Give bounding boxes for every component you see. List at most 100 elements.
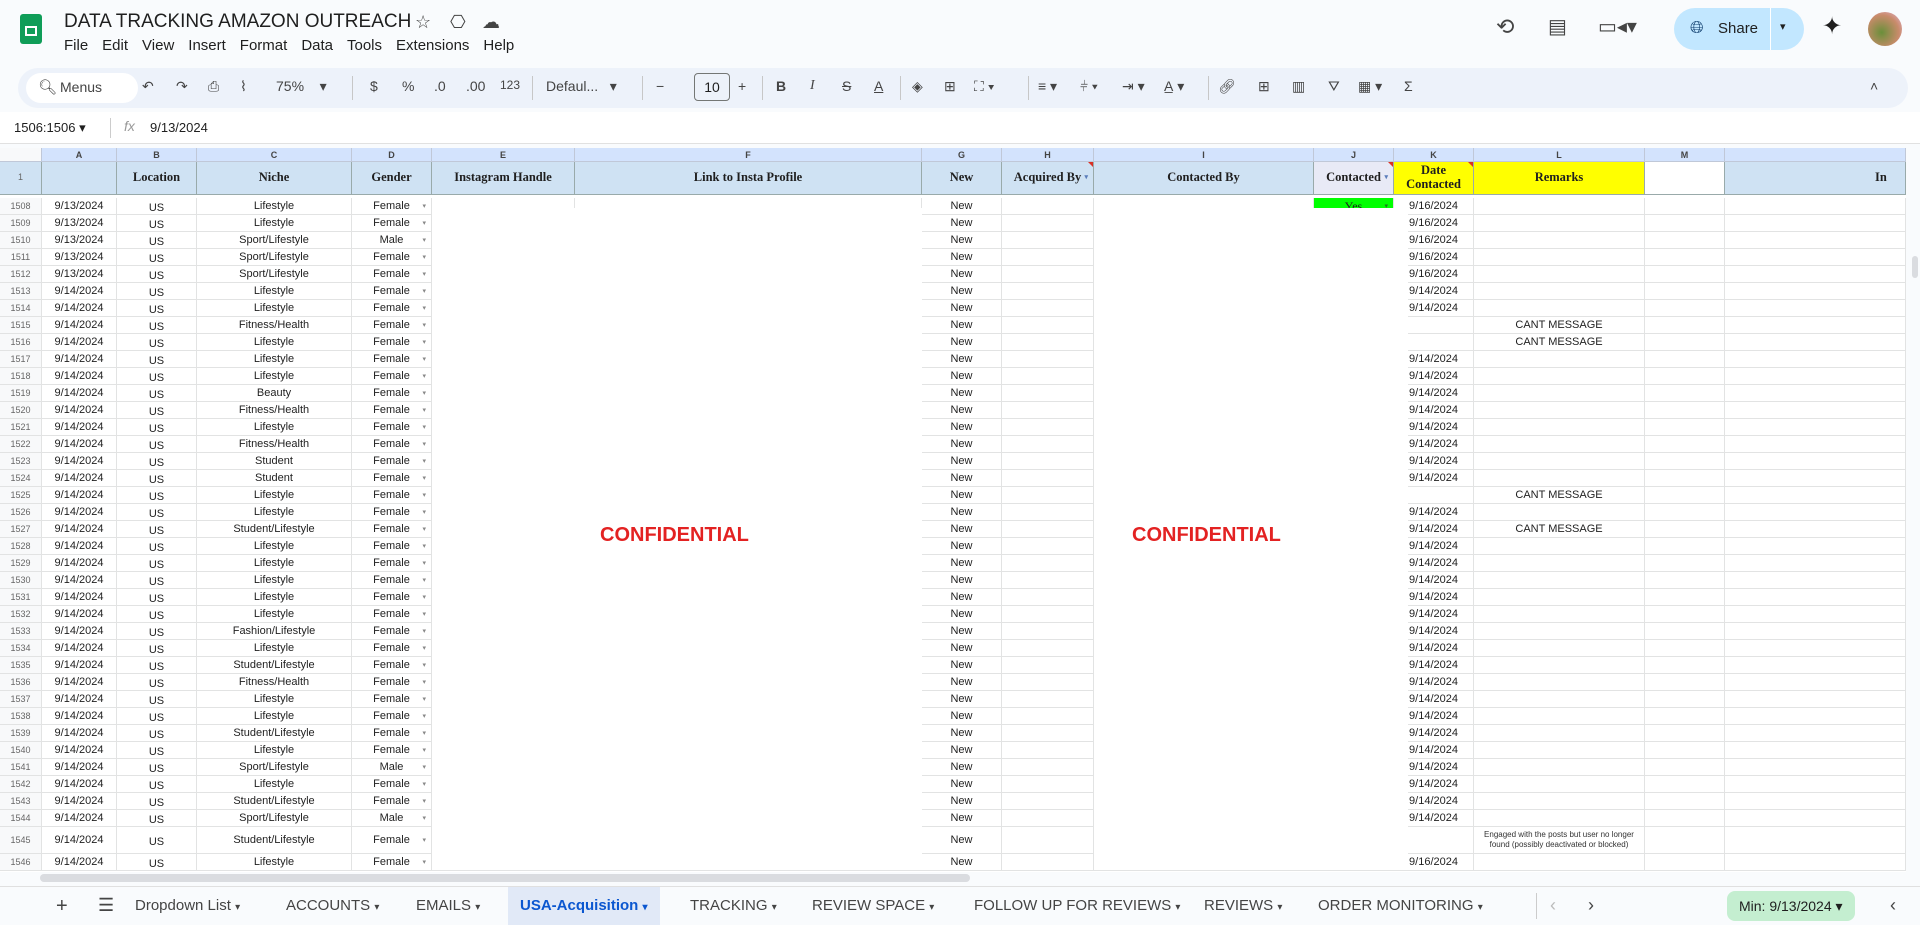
gender-cell[interactable]: Female ▾: [352, 215, 432, 232]
remarks-cell[interactable]: [1474, 504, 1645, 521]
dropdown-chevron-icon[interactable]: ▾: [422, 339, 426, 346]
new-cell[interactable]: New: [922, 419, 1002, 436]
date-contacted-cell[interactable]: 9/14/2024: [1394, 640, 1474, 657]
select-all[interactable]: [0, 148, 42, 162]
cell[interactable]: [1645, 334, 1725, 351]
tab-review-space[interactable]: REVIEW SPACE ▾: [800, 887, 946, 925]
menu-format[interactable]: Format: [239, 37, 288, 54]
acquired-by-cell[interactable]: [1002, 504, 1094, 521]
dropdown-chevron-icon[interactable]: ▾: [422, 730, 426, 737]
remarks-cell[interactable]: [1474, 776, 1645, 793]
column-header[interactable]: L: [1474, 148, 1645, 162]
date-cell[interactable]: 9/13/2024: [42, 266, 117, 283]
borders-icon[interactable]: ⊞: [944, 78, 956, 94]
location-cell[interactable]: US: [117, 249, 197, 266]
fill-color-icon[interactable]: ◈: [912, 78, 923, 94]
tab-menu-icon[interactable]: ▾: [1477, 902, 1483, 913]
cloud-status-icon[interactable]: ☁: [482, 12, 500, 32]
remarks-cell[interactable]: [1474, 572, 1645, 589]
gender-cell[interactable]: Female ▾: [352, 640, 432, 657]
new-cell[interactable]: New: [922, 436, 1002, 453]
location-cell[interactable]: US: [117, 854, 197, 871]
cell[interactable]: [1645, 810, 1725, 827]
text-wrap-icon[interactable]: ⇥ ▾: [1122, 78, 1145, 94]
row-number[interactable]: 1529: [0, 555, 42, 572]
header-cell[interactable]: Location: [117, 162, 197, 195]
filter-views-icon[interactable]: ▦ ▾: [1358, 78, 1383, 94]
date-cell[interactable]: 9/14/2024: [42, 759, 117, 776]
date-contacted-cell[interactable]: 9/14/2024: [1394, 793, 1474, 810]
new-cell[interactable]: New: [922, 334, 1002, 351]
cell[interactable]: [1725, 283, 1906, 300]
date-cell[interactable]: 9/14/2024: [42, 436, 117, 453]
increase-decimal-button[interactable]: .00: [466, 78, 486, 94]
dropdown-chevron-icon[interactable]: ▾: [422, 254, 426, 261]
date-cell[interactable]: 9/14/2024: [42, 385, 117, 402]
tab-menu-icon[interactable]: ▾: [475, 902, 481, 913]
date-cell[interactable]: 9/14/2024: [42, 810, 117, 827]
dropdown-chevron-icon[interactable]: ▾: [422, 577, 426, 584]
increase-font-size-button[interactable]: +: [738, 78, 747, 94]
dropdown-chevron-icon[interactable]: ▾: [422, 611, 426, 618]
spreadsheet-grid[interactable]: A B C D E F G H I J K L M 1 Location Niche Gender Instagr…: [0, 148, 1906, 872]
cell[interactable]: [1645, 317, 1725, 334]
gender-cell[interactable]: Female ▾: [352, 317, 432, 334]
column-header[interactable]: D: [352, 148, 432, 162]
acquired-by-cell[interactable]: [1002, 198, 1094, 215]
new-cell[interactable]: New: [922, 793, 1002, 810]
dropdown-chevron-icon[interactable]: ▾: [422, 322, 426, 329]
cell[interactable]: [1725, 538, 1906, 555]
gender-cell[interactable]: Female ▾: [352, 538, 432, 555]
date-cell[interactable]: 9/14/2024: [42, 572, 117, 589]
vertical-scrollbar[interactable]: [1912, 256, 1918, 278]
tab-follow-up-for-reviews[interactable]: FOLLOW UP FOR REVIEWS ▾: [962, 887, 1192, 925]
location-cell[interactable]: US: [117, 657, 197, 674]
header-cell[interactable]: In: [1725, 162, 1906, 195]
remarks-cell[interactable]: [1474, 606, 1645, 623]
remarks-cell[interactable]: [1474, 589, 1645, 606]
cell[interactable]: [1645, 640, 1725, 657]
filter-icon[interactable]: ⛛: [1328, 78, 1340, 94]
date-contacted-cell[interactable]: [1394, 827, 1474, 854]
more-formats-button[interactable]: 123: [500, 78, 521, 92]
menu-insert[interactable]: Insert: [188, 37, 226, 54]
meet-icon[interactable]: ▭◂▾: [1598, 16, 1637, 38]
date-cell[interactable]: 9/14/2024: [42, 419, 117, 436]
date-contacted-cell[interactable]: [1394, 334, 1474, 351]
zoom-select[interactable]: 75% ▾: [276, 78, 327, 94]
date-contacted-cell[interactable]: 9/14/2024: [1394, 657, 1474, 674]
date-contacted-cell[interactable]: 9/16/2024: [1394, 198, 1474, 215]
remarks-cell[interactable]: [1474, 300, 1645, 317]
niche-cell[interactable]: Lifestyle: [197, 572, 352, 589]
remarks-cell[interactable]: [1474, 854, 1645, 871]
niche-cell[interactable]: Student/Lifestyle: [197, 521, 352, 538]
gender-cell[interactable]: Female ▾: [352, 657, 432, 674]
row-number[interactable]: 1513: [0, 283, 42, 300]
gender-cell[interactable]: Female ▾: [352, 283, 432, 300]
row-number[interactable]: 1514: [0, 300, 42, 317]
dropdown-chevron-icon[interactable]: ▾: [422, 407, 426, 414]
date-contacted-cell[interactable]: 9/14/2024: [1394, 691, 1474, 708]
gender-cell[interactable]: Female ▾: [352, 854, 432, 871]
acquired-by-cell[interactable]: [1002, 606, 1094, 623]
dropdown-chevron-icon[interactable]: ▾: [1384, 202, 1388, 210]
font-size-input[interactable]: 10: [694, 73, 730, 101]
remarks-cell[interactable]: [1474, 555, 1645, 572]
row-number[interactable]: 1516: [0, 334, 42, 351]
horizontal-scrollbar[interactable]: [40, 874, 970, 882]
row-number[interactable]: 1518: [0, 368, 42, 385]
column-header[interactable]: K: [1394, 148, 1474, 162]
date-contacted-cell[interactable]: 9/14/2024: [1394, 572, 1474, 589]
cell[interactable]: [1645, 453, 1725, 470]
row-number[interactable]: 1542: [0, 776, 42, 793]
new-cell[interactable]: New: [922, 623, 1002, 640]
location-cell[interactable]: US: [117, 334, 197, 351]
cell[interactable]: [1645, 742, 1725, 759]
date-cell[interactable]: 9/14/2024: [42, 470, 117, 487]
location-cell[interactable]: US: [117, 453, 197, 470]
cell[interactable]: [1725, 436, 1906, 453]
new-cell[interactable]: New: [922, 521, 1002, 538]
gender-cell[interactable]: Male ▾: [352, 810, 432, 827]
new-cell[interactable]: New: [922, 827, 1002, 854]
date-contacted-cell[interactable]: 9/16/2024: [1394, 232, 1474, 249]
